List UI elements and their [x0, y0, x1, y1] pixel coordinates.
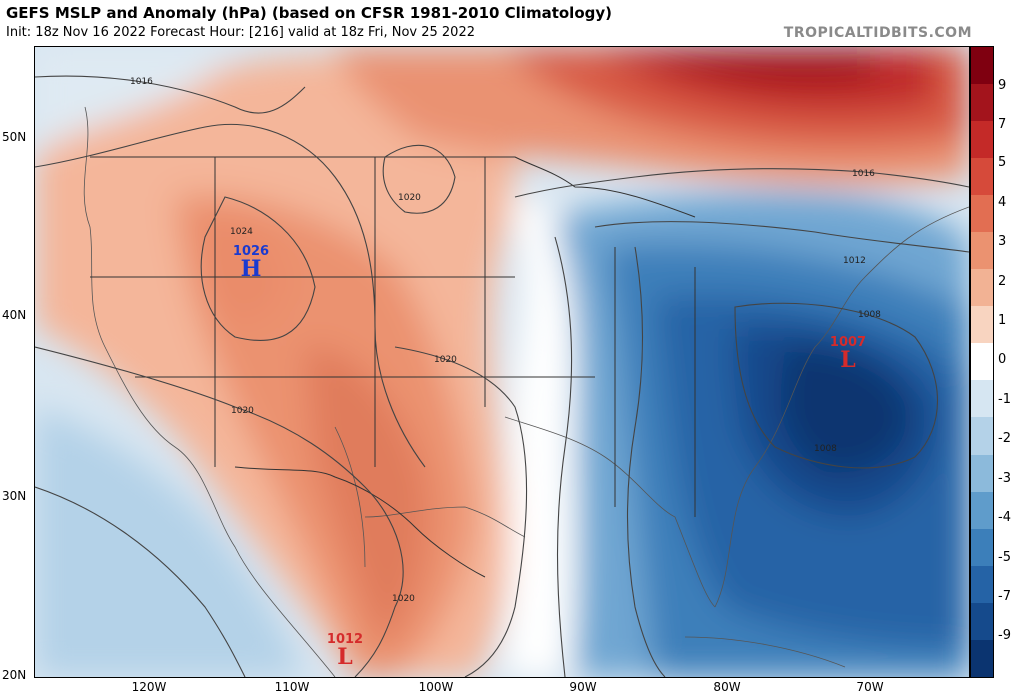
anomaly-colorbar: [970, 46, 994, 678]
colorbar-segment: [971, 47, 993, 85]
borders: [90, 156, 696, 578]
low-pressure-symbol: L: [337, 644, 353, 670]
colorbar-label: -2: [998, 431, 1011, 446]
colorbar-label: 7: [998, 117, 1007, 132]
lon-label-70w: 70W: [856, 680, 884, 694]
colorbar-label: -7: [998, 589, 1011, 604]
colorbar-label: 4: [998, 195, 1007, 210]
lat-label-40n: 40N: [2, 308, 27, 322]
colorbar-segment: [971, 565, 993, 603]
lon-label-90w: 90W: [569, 680, 597, 694]
lat-label-30n: 30N: [2, 489, 27, 503]
site-credit: TROPICALTIDBITS.COM: [783, 25, 972, 41]
isobar-label: 1024: [230, 227, 253, 237]
isobar-label: 1020: [231, 406, 254, 416]
isobar-label: 1020: [434, 355, 457, 365]
colorbar-label: 2: [998, 274, 1007, 289]
colorbar-label: -3: [998, 471, 1011, 486]
low-pressure-symbol: L: [840, 347, 856, 373]
high-pressure-value: 1026: [232, 244, 270, 259]
colorbar-segment: [971, 84, 993, 122]
colorbar-segment: [971, 602, 993, 640]
colorbar-label: 0: [998, 352, 1007, 367]
lon-label-80w: 80W: [713, 680, 741, 694]
colorbar-segment: [971, 232, 993, 270]
colorbar-segment: [971, 639, 993, 677]
isobar-label: 1016: [852, 169, 875, 179]
colorbar-label: 1: [998, 313, 1007, 328]
colorbar-segment: [971, 306, 993, 344]
isobar-label: 1012: [843, 256, 866, 266]
colorbar-segment: [971, 158, 993, 196]
map-title: GEFS MSLP and Anomaly (hPa) (based on CF…: [6, 4, 612, 22]
low-pressure-center-pacific: 1012 L: [326, 632, 364, 670]
map-subtitle: Init: 18z Nov 16 2022 Forecast Hour: [21…: [6, 25, 475, 40]
colorbar-segment: [971, 417, 993, 455]
isobar-label: 1020: [398, 193, 421, 203]
high-pressure-symbol: H: [240, 256, 262, 282]
lon-label-100w: 100W: [418, 680, 454, 694]
colorbar-segment: [971, 195, 993, 233]
colorbar-label: 3: [998, 234, 1007, 249]
coastlines: [83, 106, 969, 677]
lat-label-50n: 50N: [2, 130, 27, 144]
lat-label-20n: 20N: [2, 668, 27, 682]
colorbar-label: -5: [998, 550, 1011, 565]
map-canvas: [35, 47, 969, 677]
colorbar-label: -1: [998, 392, 1011, 407]
lon-label-110w: 110W: [274, 680, 310, 694]
isobar-label: 1020: [392, 594, 415, 604]
colorbar-label: -9: [998, 628, 1011, 643]
high-pressure-center: 1026 H: [232, 244, 270, 282]
colorbar-segment: [971, 269, 993, 307]
colorbar-segment: [971, 121, 993, 159]
colorbar-segment: [971, 491, 993, 529]
isobar-label: 1008: [814, 444, 837, 454]
colorbar-label: -4: [998, 510, 1011, 525]
low-pressure-center-atlantic: 1007 L: [829, 335, 867, 373]
map-panel: [34, 46, 970, 678]
colorbar-label: 5: [998, 155, 1007, 170]
isobar-label: 1016: [130, 77, 153, 87]
low-pressure-value: 1007: [829, 335, 867, 350]
isobar-label: 1008: [858, 310, 881, 320]
colorbar-segment: [971, 380, 993, 418]
isobars: [35, 75, 969, 677]
colorbar-segment: [971, 528, 993, 566]
colorbar-segment: [971, 454, 993, 492]
anomaly-field: [35, 47, 969, 677]
low-pressure-value: 1012: [326, 632, 364, 647]
colorbar-segment: [971, 343, 993, 381]
lon-label-120w: 120W: [131, 680, 167, 694]
colorbar-label: 9: [998, 78, 1007, 93]
